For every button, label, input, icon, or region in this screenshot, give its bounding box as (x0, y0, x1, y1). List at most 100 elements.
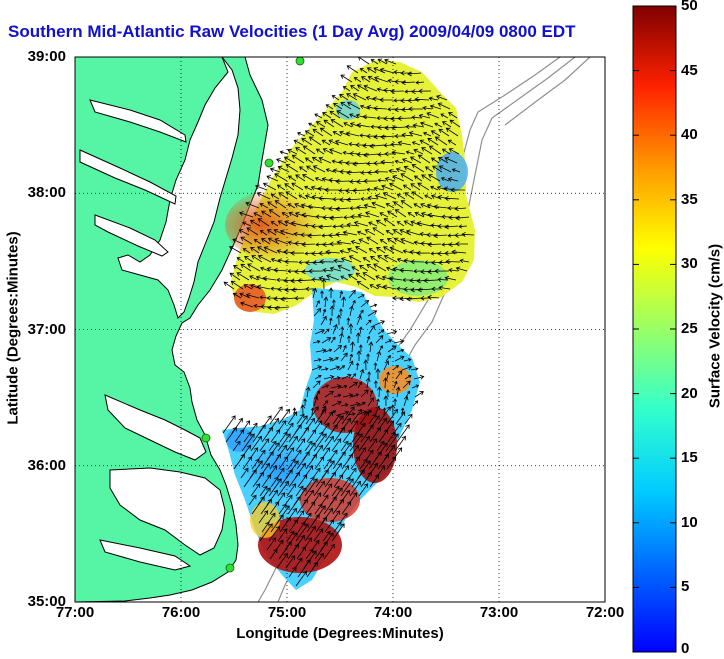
velocity-arrow (266, 266, 279, 272)
velocity-arrow (393, 201, 404, 209)
velocity-arrow (422, 105, 433, 111)
velocity-arrow (257, 449, 266, 461)
velocity-arrow (269, 406, 283, 425)
velocity-arrow (348, 381, 358, 389)
velocity-arrow (430, 130, 441, 137)
velocity-arrow (276, 467, 285, 479)
velocity-arrow (380, 134, 396, 140)
velocity-arrow (397, 140, 412, 146)
velocity-arrow (295, 147, 307, 155)
velocity-arrow (347, 101, 361, 110)
velocity-arrow (382, 284, 397, 290)
velocity-arrow (392, 266, 405, 272)
velocity-arrow (333, 344, 343, 353)
velocity-arrow (320, 290, 324, 298)
colorbar-tick-label: 40 (681, 126, 698, 144)
velocity-arrow (418, 113, 431, 119)
sound-water (104, 394, 207, 461)
velocity-arrow (346, 222, 360, 228)
velocity-arrow (436, 94, 448, 101)
velocity-arrow (343, 215, 353, 220)
velocity-arrow (395, 167, 407, 173)
velocity-arrow (411, 141, 421, 146)
velocity-arrow (342, 230, 358, 236)
velocity-arrow (347, 274, 358, 281)
velocity-arrow (358, 238, 370, 245)
velocity-arrow (400, 70, 413, 76)
velocity-arrow (404, 413, 413, 425)
velocity-arrow (360, 389, 369, 398)
velocity-arrow (268, 209, 281, 218)
velocity-arrow (379, 212, 389, 218)
velocity-arrow (414, 96, 430, 102)
velocity-arrow (278, 192, 289, 200)
velocity-arrow (277, 220, 288, 227)
velocity-arrow (388, 276, 403, 282)
velocity-arrow (374, 405, 381, 416)
velocity-arrow (277, 165, 290, 173)
x-axis-label: Longitude (Degrees:Minutes) (236, 625, 444, 642)
velocity-arrow (341, 296, 347, 308)
velocity-arrow (286, 483, 297, 497)
velocity-arrow (394, 133, 405, 139)
velocity-arrow (319, 127, 333, 137)
velocity-arrow (448, 268, 459, 273)
velocity-arrow (315, 300, 320, 308)
velocity-arrow (441, 242, 451, 247)
velocity-arrow (356, 350, 362, 361)
velocity-arrow (349, 206, 359, 211)
velocity-arrow (359, 68, 368, 74)
velocity-arrow (352, 161, 368, 167)
velocity-arrow (242, 248, 251, 254)
velocity-arrow (288, 424, 302, 443)
velocity-arrow (328, 139, 340, 146)
velocity-arrow (384, 125, 398, 131)
velocity-arrow (341, 453, 353, 470)
velocity-arrow (391, 125, 407, 131)
velocity-arrow (348, 323, 354, 335)
chesapeake-bay (117, 57, 241, 319)
velocity-arrow (396, 348, 405, 353)
velocity-arrow (400, 237, 415, 245)
velocity-arrow (430, 194, 442, 200)
velocity-arrow (410, 367, 419, 371)
velocity-arrow (290, 250, 305, 256)
velocity-arrow (294, 203, 305, 209)
velocity-arrow (429, 104, 442, 110)
velocity-arrow (351, 299, 356, 308)
velocity-arrow (396, 257, 407, 263)
velocity-arrow (413, 175, 423, 182)
velocity-arrow (360, 76, 371, 83)
velocity-arrow (268, 478, 282, 497)
velocity-arrow (374, 169, 389, 175)
velocity-arrow (347, 360, 354, 371)
velocity-arrow (427, 242, 442, 247)
velocity-arrow (392, 365, 399, 371)
velocity-arrow (447, 205, 458, 211)
velocity-arrow (259, 203, 269, 209)
velocity-arrow (367, 371, 371, 380)
velocity-arrow (324, 471, 336, 488)
velocity-arrow (377, 58, 388, 65)
velocity-arrow (261, 474, 272, 488)
velocity-arrow (417, 287, 433, 293)
velocity-arrow (396, 193, 406, 200)
velocity-arrow (320, 494, 329, 506)
velocity-arrow (338, 410, 350, 416)
velocity-arrow (230, 280, 244, 290)
velocity-arrow (437, 102, 451, 110)
velocity-arrow (448, 148, 460, 155)
velocity-arrow (367, 75, 380, 83)
velocity-arrow (401, 80, 416, 86)
velocity-arrow (440, 177, 450, 182)
velocity-arrow (275, 539, 284, 551)
velocity-arrow (279, 516, 291, 533)
velocity-arrow (294, 295, 305, 301)
y-tick-label: 36:00 (27, 456, 66, 474)
velocity-arrow (312, 260, 326, 266)
velocity-arrow (308, 122, 317, 128)
velocity-arrow (356, 84, 369, 92)
velocity-arrow (341, 406, 355, 425)
velocity-arrow (356, 315, 362, 326)
velocity-arrow (393, 398, 397, 407)
